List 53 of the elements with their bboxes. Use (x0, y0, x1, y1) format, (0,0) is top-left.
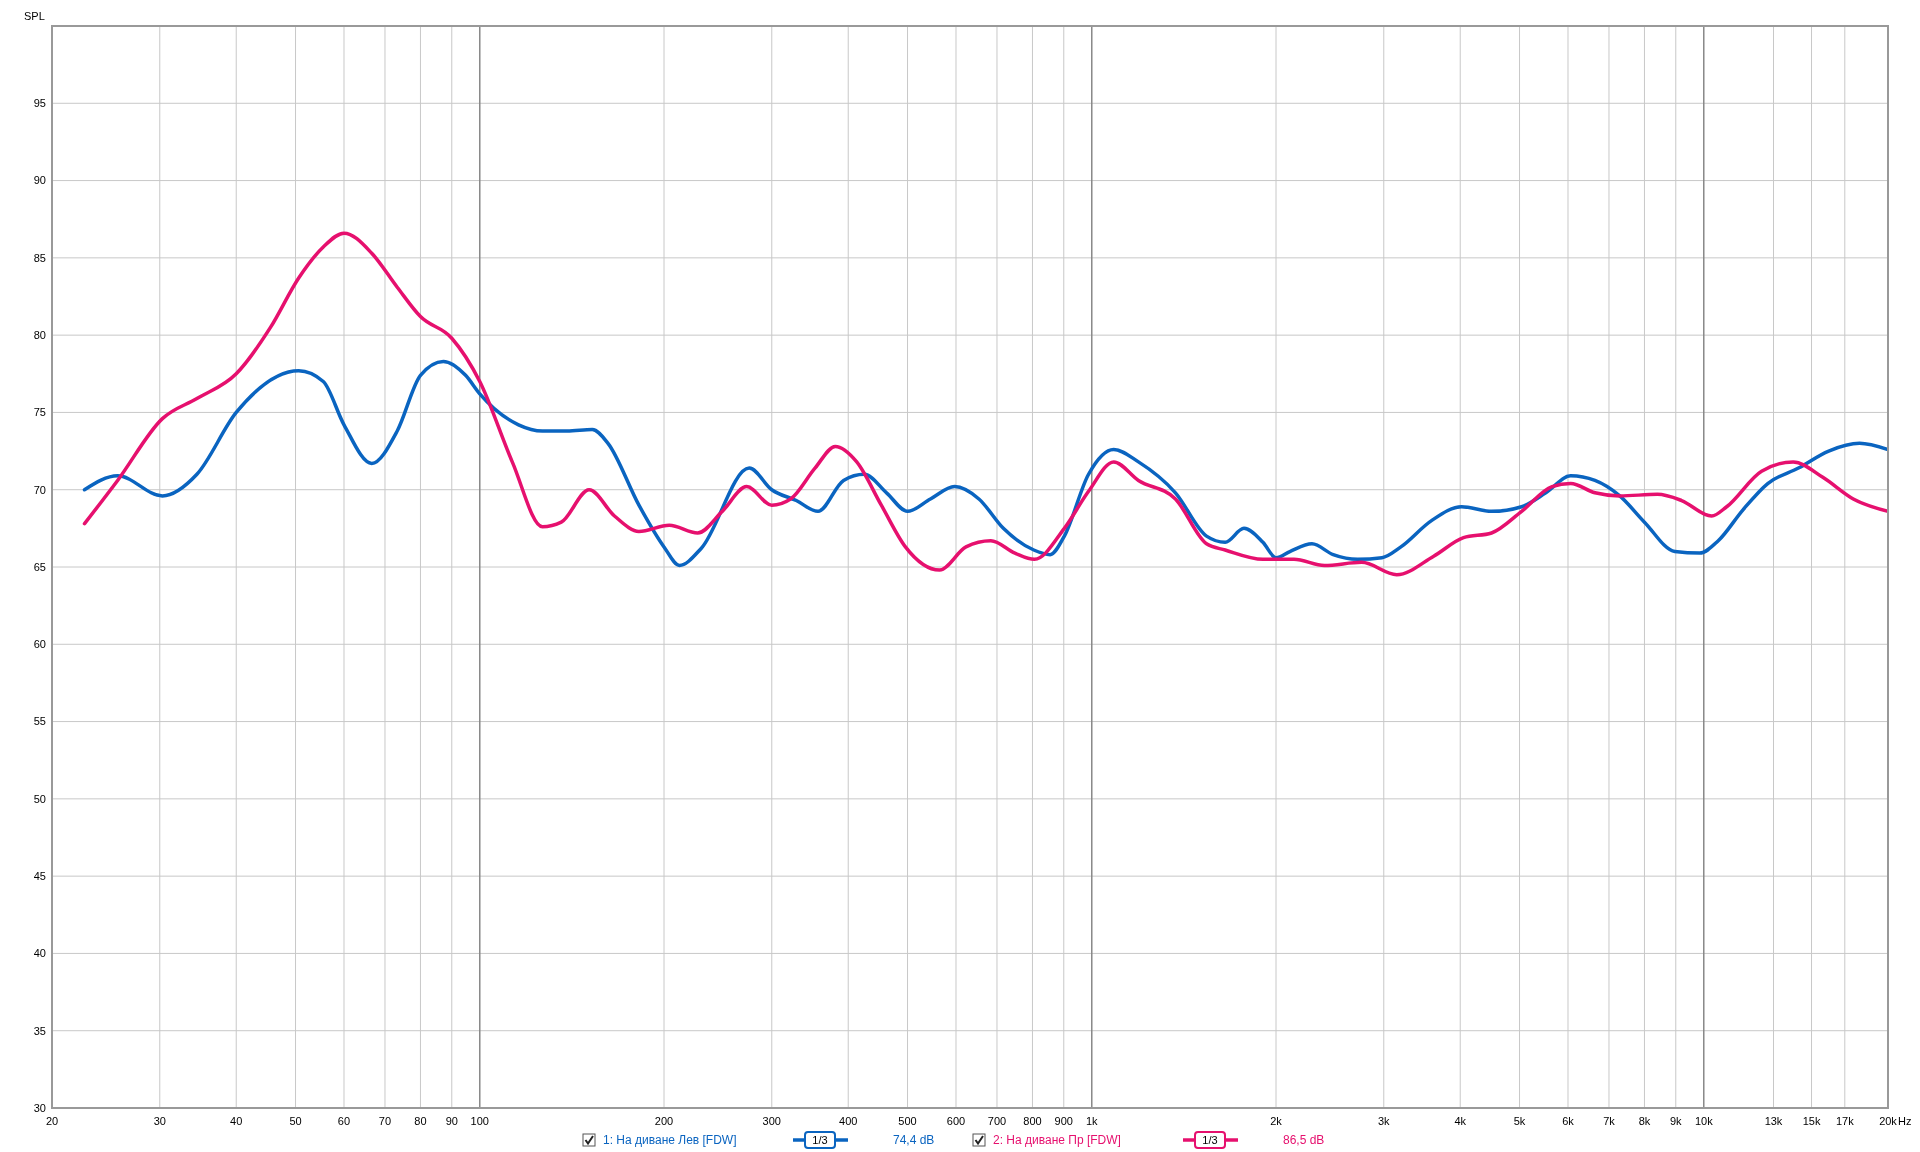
text: 1: На диване Лев [FDW] (603, 1133, 737, 1148)
y-tick-label: 65 (33, 560, 46, 573)
x-tick-label: 20 (45, 1115, 59, 1127)
y-tick-label: 55 (33, 715, 46, 728)
y-tick-label: 90 (33, 174, 46, 187)
x-tick-label: 8k (1638, 1115, 1651, 1127)
y-tick-label: 50 (33, 792, 46, 805)
x-tick-label: 20k (1879, 1115, 1898, 1127)
x-tick-label: 1k (1085, 1115, 1099, 1127)
x-tick-label: 200 (654, 1115, 674, 1127)
y-tick-label: 80 (33, 328, 46, 341)
x-tick-label: 9k (1669, 1115, 1683, 1127)
x-tick-label: 500 (898, 1115, 917, 1127)
text: 74,4 dB (893, 1133, 935, 1148)
x-tick-label: 10k (1694, 1115, 1714, 1127)
y-tick-label: 75 (33, 406, 46, 419)
text: 1/3 (812, 1133, 828, 1146)
x-tick-label: 700 (987, 1115, 1007, 1127)
y-tick-label: 40 (33, 947, 46, 960)
x-tick-label: 70 (378, 1115, 392, 1127)
x-tick-label: 4k (1454, 1115, 1467, 1127)
x-tick-label: 80 (414, 1115, 427, 1127)
x-tick-label: 6k (1562, 1115, 1575, 1127)
x-tick-label: 600 (946, 1115, 966, 1127)
y-tick-label: 60 (33, 638, 46, 651)
text: 86,5 dB (1283, 1133, 1325, 1148)
x-tick-label: 800 (1023, 1115, 1042, 1127)
y-tick-label: 95 (33, 97, 46, 110)
x-tick-label: 400 (839, 1115, 858, 1127)
y-tick-label: 85 (33, 251, 46, 264)
x-tick-label: 50 (289, 1115, 302, 1127)
text: 2: На диване Пр [FDW] (993, 1133, 1121, 1148)
text: 1/3 (1202, 1133, 1218, 1146)
x-tick-label: 60 (337, 1115, 351, 1127)
y-tick-label: 35 (33, 1024, 46, 1037)
y-tick-label: 70 (33, 483, 46, 496)
y-tick-label: 30 (33, 1101, 46, 1114)
y-axis-title: SPL (24, 10, 45, 22)
x-tick-label: 5k (1513, 1115, 1526, 1127)
x-tick-label: 2k (1270, 1115, 1283, 1127)
x-tick-label: 100 (470, 1115, 489, 1127)
x-tick-label: 13k (1764, 1115, 1783, 1127)
x-tick-label: 40 (230, 1115, 243, 1127)
x-tick-label: 900 (1054, 1115, 1073, 1127)
x-tick-label: 30 (153, 1115, 166, 1127)
x-tick-label: 300 (762, 1115, 781, 1127)
x-axis-title: Hz (1898, 1115, 1912, 1127)
x-tick-label: 15k (1802, 1115, 1821, 1127)
x-tick-label: 7k (1603, 1115, 1616, 1127)
y-tick-label: 45 (33, 869, 46, 882)
x-tick-label: 3k (1377, 1115, 1391, 1127)
x-tick-label: 17k (1835, 1115, 1855, 1127)
x-tick-label: 90 (445, 1115, 458, 1127)
